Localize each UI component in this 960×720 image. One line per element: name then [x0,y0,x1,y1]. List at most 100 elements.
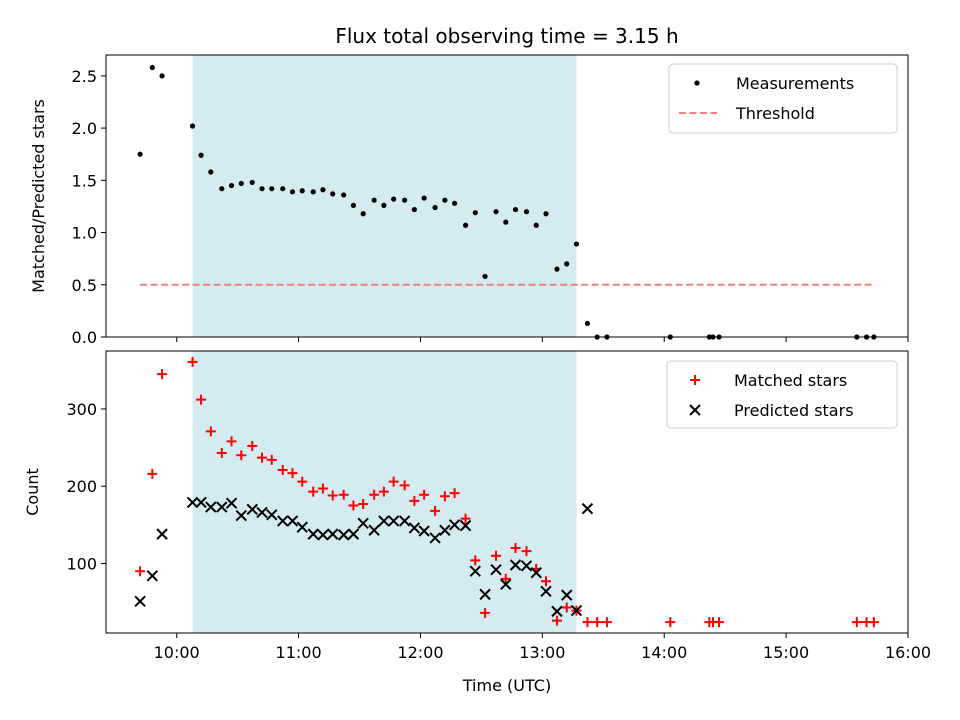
measurements-point [442,197,448,203]
bottom-panel-x-ticks: 10:00 11:00 12:00 13:00 14:00 15:00 16:00 [154,633,931,662]
matched-stars-point [277,464,288,475]
measurements-point [411,206,417,213]
matched-stars-point [358,498,369,509]
legend-symbol-predicted-stars [689,404,701,416]
predicted-stars-point [520,560,533,572]
predicted-stars-point [581,502,594,515]
predicted-stars-point [398,515,411,527]
measurements-point [371,197,377,203]
matched-stars-point [665,617,676,628]
matched-stars-point [216,447,227,458]
legend-symbol-measurements [694,80,700,86]
matched-stars-point [551,615,562,626]
matched-stars-point [399,480,410,491]
matched-stars-point [470,555,481,566]
x-tick-label: 11:00 [276,643,322,662]
x-tick-label: 16:00 [885,643,931,662]
predicted-stars-point [134,595,146,608]
matched-stars-point [601,617,612,628]
top-panel-x-ticks [176,337,909,342]
predicted-stars-point [347,528,360,540]
matched-stars-point [308,486,319,497]
predicted-stars-point [448,519,461,531]
matched-stars-point [297,476,308,487]
predicted-stars-point [216,501,228,513]
matched-stars-point [521,546,532,557]
measurements-point [503,219,509,225]
predicted-stars-point [277,515,289,527]
matched-stars-point [419,489,430,500]
measurements-point [198,152,204,158]
matched-stars-point [187,356,198,367]
top-panel-legend: Measurements Threshold [668,63,898,134]
y-tick-label: 300 [66,400,97,419]
matched-stars-point [257,452,268,463]
y-tick-label: 1.0 [72,224,97,243]
matched-stars-point [541,576,552,587]
predicted-stars-point [459,519,472,532]
predicted-stars-point [418,525,430,537]
matched-stars-point [338,489,349,500]
top-panel-frame [105,54,909,338]
bottom-panel-frame [105,350,909,634]
matched-stars-point [378,486,389,497]
chart-title: Flux total observing time = 3.15 h [335,24,678,48]
measurements-point [350,202,357,208]
measurements-point [584,320,591,327]
matched-stars-point [851,617,862,628]
measurements-point [189,123,196,129]
predicted-stars-point [307,528,319,540]
legend-label-threshold: Threshold [735,104,815,123]
measurements-point [137,151,143,157]
top-panel-marks [137,64,877,340]
y-tick-label: 200 [66,477,97,496]
measurements-point [219,186,225,192]
predicted-stars-point [326,528,339,540]
predicted-stars-point [570,604,583,617]
y-tick-label: 2.5 [72,67,97,86]
measurements-point [493,209,499,215]
predicted-stars-point [439,524,451,536]
predicted-stars-point [156,528,168,540]
predicted-stars-point [357,517,369,529]
predicted-stars-point [186,496,199,509]
top-panel: 0.0 0.5 1.0 1.5 2.0 2.5 Matched/Predicted sta… [29,54,909,347]
matched-stars-point [226,436,237,447]
measurements-point [391,196,397,202]
matched-stars-point [135,566,146,577]
series-predicted-stars [134,496,594,618]
measurements-point [381,202,387,208]
matched-stars-point [409,495,420,506]
measurements-point [543,211,549,217]
x-tick-label: 13:00 [519,643,565,662]
matched-stars-point [439,491,450,502]
matched-stars-point [147,468,158,479]
measurements-point [259,186,265,192]
measurements-point [402,197,408,203]
measurements-point [228,182,235,189]
matched-stars-point [582,617,593,628]
predicted-stars-point [246,503,258,516]
measurements-point [432,204,438,211]
measurements-point [523,209,530,215]
x-axis-label: Time (UTC) [462,676,551,695]
bottom-panel-marks [134,356,879,628]
matched-stars-point [205,426,216,437]
matched-stars-point [327,490,338,501]
measurements-point [289,189,296,195]
y-tick-label: 2.0 [72,119,97,138]
predicted-stars-point [408,522,421,534]
top-panel-legend-box [668,63,898,134]
matched-stars-point [369,489,380,500]
predicted-stars-point [266,509,278,521]
measurements-point [330,191,336,197]
top-panel-legend-symbols [679,80,717,114]
matched-stars-point [500,573,511,584]
measurements-point [280,186,286,192]
bottom-panel-legend-symbols [689,375,701,416]
shaded-observing-interval [192,55,577,337]
matched-stars-point [480,607,491,618]
matched-stars-point [868,617,879,628]
legend-symbol-matched-stars [690,375,700,385]
measurements-point [482,273,488,280]
